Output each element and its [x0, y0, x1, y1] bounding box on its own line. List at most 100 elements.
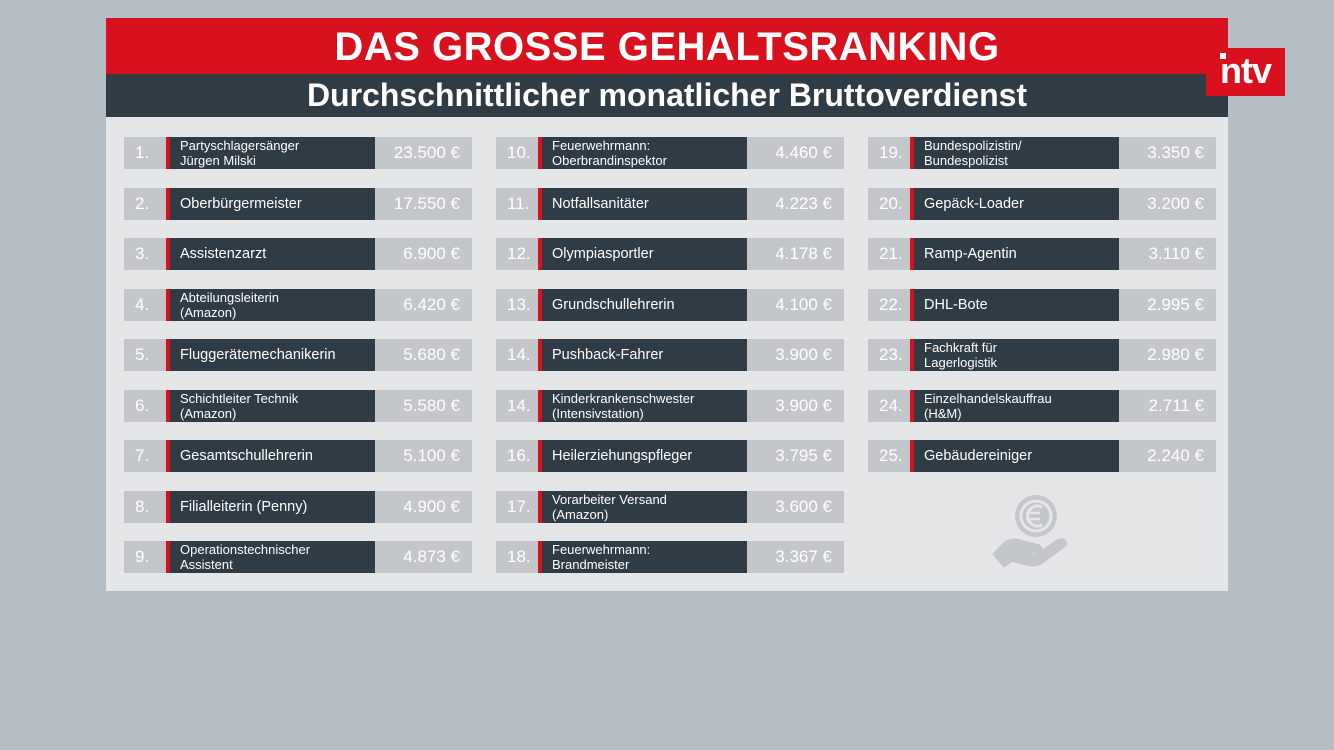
ranking-column-3: 19. Bundespolizistin/ Bundespolizist 3.350… [868, 137, 1216, 491]
ranking-row: 12. Olympiasportler 4.178 € [496, 238, 844, 270]
ranking-row: 20. Gepäck-Loader 3.200 € [868, 187, 1216, 220]
ranking-row: 21. Ramp-Agentin 3.110 € [868, 238, 1216, 270]
rank-number: 8. [124, 490, 166, 523]
rank-number: 18. [496, 541, 538, 573]
rank-number: 25. [868, 440, 910, 472]
rank-number: 10. [496, 137, 538, 169]
salary-value: 3.350 € [1119, 137, 1216, 169]
salary-value: 5.100 € [375, 440, 472, 472]
job-title: Feuerwehrmann: Brandmeister [538, 541, 747, 573]
rank-number: 14. [496, 339, 538, 371]
salary-value: 2.711 € [1119, 389, 1216, 422]
salary-value: 5.580 € [375, 389, 472, 422]
ranking-row: 2. Oberbürgermeister 17.550 € [124, 187, 472, 220]
ranking-column-2: 10. Feuerwehrmann: Oberbrandinspektor 4.46… [496, 137, 844, 592]
ranking-row: 25. Gebäudereiniger 2.240 € [868, 440, 1216, 472]
page-subtitle: Durchschnittlicher monatlicher Bruttover… [106, 74, 1228, 117]
ranking-row: 3. Assistenzarzt 6.900 € [124, 238, 472, 270]
rank-number: 16. [496, 440, 538, 472]
rank-number: 12. [496, 238, 538, 270]
ranking-row: 16. Heilerziehungspfleger 3.795 € [496, 440, 844, 472]
ranking-row: 14. Pushback-Fahrer 3.900 € [496, 339, 844, 371]
salary-value: 2.980 € [1119, 339, 1216, 371]
salary-value: 4.900 € [375, 490, 472, 523]
rank-number: 4. [124, 288, 166, 321]
salary-value: 6.420 € [375, 288, 472, 321]
ranking-row: 5. Fluggerätemechanikerin 5.680 € [124, 339, 472, 371]
ranking-row: 11. Notfallsanitäter 4.223 € [496, 187, 844, 220]
job-title: Gebäudereiniger [910, 440, 1119, 472]
salary-value: 2.240 € [1119, 440, 1216, 472]
job-title: Vorarbeiter Versand (Amazon) [538, 490, 747, 523]
ranking-row: 17. Vorarbeiter Versand (Amazon) 3.600 € [496, 490, 844, 523]
job-title: DHL-Bote [910, 288, 1119, 321]
ntv-logo: ntv [1206, 48, 1285, 96]
rank-number: 21. [868, 238, 910, 270]
ranking-row: 10. Feuerwehrmann: Oberbrandinspektor 4.46… [496, 137, 844, 169]
ranking-row: 6. Schichtleiter Technik (Amazon) 5.580 € [124, 389, 472, 422]
salary-value: 17.550 € [375, 187, 472, 220]
page-title: DAS GROSSE GEHALTSRANKING [106, 18, 1228, 74]
rank-number: 6. [124, 389, 166, 422]
salary-value: 3.200 € [1119, 187, 1216, 220]
job-title: Pushback-Fahrer [538, 339, 747, 371]
ranking-row: 1. Partyschlagersänger Jürgen Milski 23.50… [124, 137, 472, 169]
rank-number: 14. [496, 389, 538, 422]
rank-number: 20. [868, 187, 910, 220]
rank-number: 9. [124, 541, 166, 573]
salary-value: 3.795 € [747, 440, 844, 472]
rank-number: 7. [124, 440, 166, 472]
job-title: Oberbürgermeister [166, 187, 375, 220]
rank-number: 23. [868, 339, 910, 371]
rank-number: 17. [496, 490, 538, 523]
rank-number: 5. [124, 339, 166, 371]
ranking-row: 24. Einzelhandelskauffrau (H&M) 2.711 € [868, 389, 1216, 422]
job-title: Grundschullehrerin [538, 288, 747, 321]
salary-value: 4.178 € [747, 238, 844, 270]
ranking-row: 19. Bundespolizistin/ Bundespolizist 3.350… [868, 137, 1216, 169]
job-title: Partyschlagersänger Jürgen Milski [166, 137, 375, 169]
rank-number: 19. [868, 137, 910, 169]
ranking-row: 7. Gesamtschullehrerin 5.100 € [124, 440, 472, 472]
rank-number: 22. [868, 288, 910, 321]
salary-value: 4.460 € [747, 137, 844, 169]
job-title: Fachkraft für Lagerlogistik [910, 339, 1119, 371]
job-title: Kinderkrankenschwester (Intensivstation) [538, 389, 747, 422]
ranking-row: 9. Operationstechnischer Assistent 4.873 € [124, 541, 472, 573]
salary-value: 3.600 € [747, 490, 844, 523]
rank-number: 3. [124, 238, 166, 270]
ranking-row: 13. Grundschullehrerin 4.100 € [496, 288, 844, 321]
salary-value: 3.110 € [1119, 238, 1216, 270]
ranking-row: 18. Feuerwehrmann: Brandmeister 3.367 € [496, 541, 844, 573]
job-title: Einzelhandelskauffrau (H&M) [910, 389, 1119, 422]
rank-number: 11. [496, 187, 538, 220]
salary-value: 6.900 € [375, 238, 472, 270]
euro-hand-icon [992, 495, 1068, 568]
ranking-row: 8. Filialleiterin (Penny) 4.900 € [124, 490, 472, 523]
salary-value: 4.100 € [747, 288, 844, 321]
salary-value: 5.680 € [375, 339, 472, 371]
job-title: Abteilungsleiterin (Amazon) [166, 288, 375, 321]
salary-value: 3.900 € [747, 339, 844, 371]
salary-value: 4.873 € [375, 541, 472, 573]
salary-value: 4.223 € [747, 187, 844, 220]
job-title: Feuerwehrmann: Oberbrandinspektor [538, 137, 747, 169]
rank-number: 1. [124, 137, 166, 169]
salary-value: 23.500 € [375, 137, 472, 169]
job-title: Schichtleiter Technik (Amazon) [166, 389, 375, 422]
salary-value: 2.995 € [1119, 288, 1216, 321]
job-title: Operationstechnischer Assistent [166, 541, 375, 573]
job-title: Fluggerätemechanikerin [166, 339, 375, 371]
ranking-row: 4. Abteilungsleiterin (Amazon) 6.420 € [124, 288, 472, 321]
job-title: Ramp-Agentin [910, 238, 1119, 270]
job-title: Gesamtschullehrerin [166, 440, 375, 472]
rank-number: 13. [496, 288, 538, 321]
job-title: Gepäck-Loader [910, 187, 1119, 220]
salary-value: 3.900 € [747, 389, 844, 422]
job-title: Heilerziehungspfleger [538, 440, 747, 472]
job-title: Bundespolizistin/ Bundespolizist [910, 137, 1119, 169]
ranking-row: 22. DHL-Bote 2.995 € [868, 288, 1216, 321]
ranking-row: 23. Fachkraft für Lagerlogistik 2.980 € [868, 339, 1216, 371]
ranking-column-1: 1. Partyschlagersänger Jürgen Milski 23.50… [124, 137, 472, 592]
salary-value: 3.367 € [747, 541, 844, 573]
